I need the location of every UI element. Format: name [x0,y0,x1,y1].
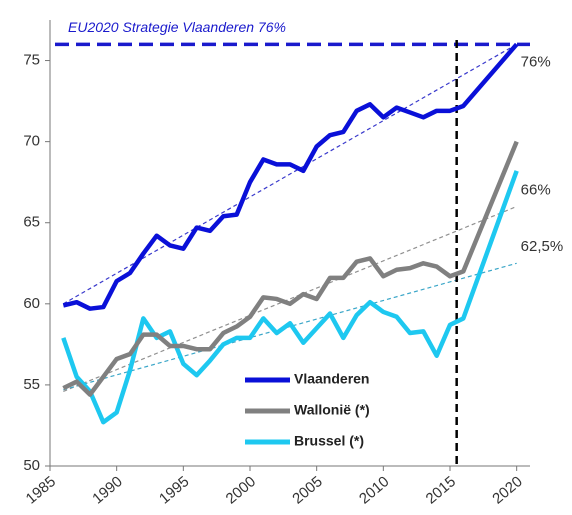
legend-label: Vlaanderen [294,371,369,387]
legend-label: Brussel (*) [294,433,364,449]
trend-label: 76% [521,53,551,70]
x-tick-label: 2005 [289,473,325,507]
legend-label: Wallonië (*) [294,402,370,418]
y-tick-label: 60 [23,295,40,312]
y-tick-label: 75 [23,52,40,69]
series-line [61,170,519,425]
x-tick-label: 1985 [23,473,59,507]
y-tick-label: 55 [23,376,40,393]
series-line [62,140,519,397]
x-tick-label: 1990 [89,473,125,507]
y-tick-label: 65 [23,214,40,231]
target-label: EU2020 Strategie Vlaanderen 76% [68,19,286,35]
trend-label: 62,5% [521,238,564,255]
y-tick-label: 50 [23,457,40,474]
x-tick-label: 2000 [223,473,259,507]
trend-line [63,43,517,305]
x-tick-label: 2010 [356,473,392,507]
trend-label: 66% [521,181,551,198]
x-tick-label: 2015 [423,473,459,507]
x-tick-label: 1995 [156,473,192,507]
trend-line [63,262,517,391]
x-tick-label: 2020 [489,473,525,507]
trend-line [63,205,517,392]
y-tick-label: 70 [23,133,40,150]
series-line [62,42,519,311]
